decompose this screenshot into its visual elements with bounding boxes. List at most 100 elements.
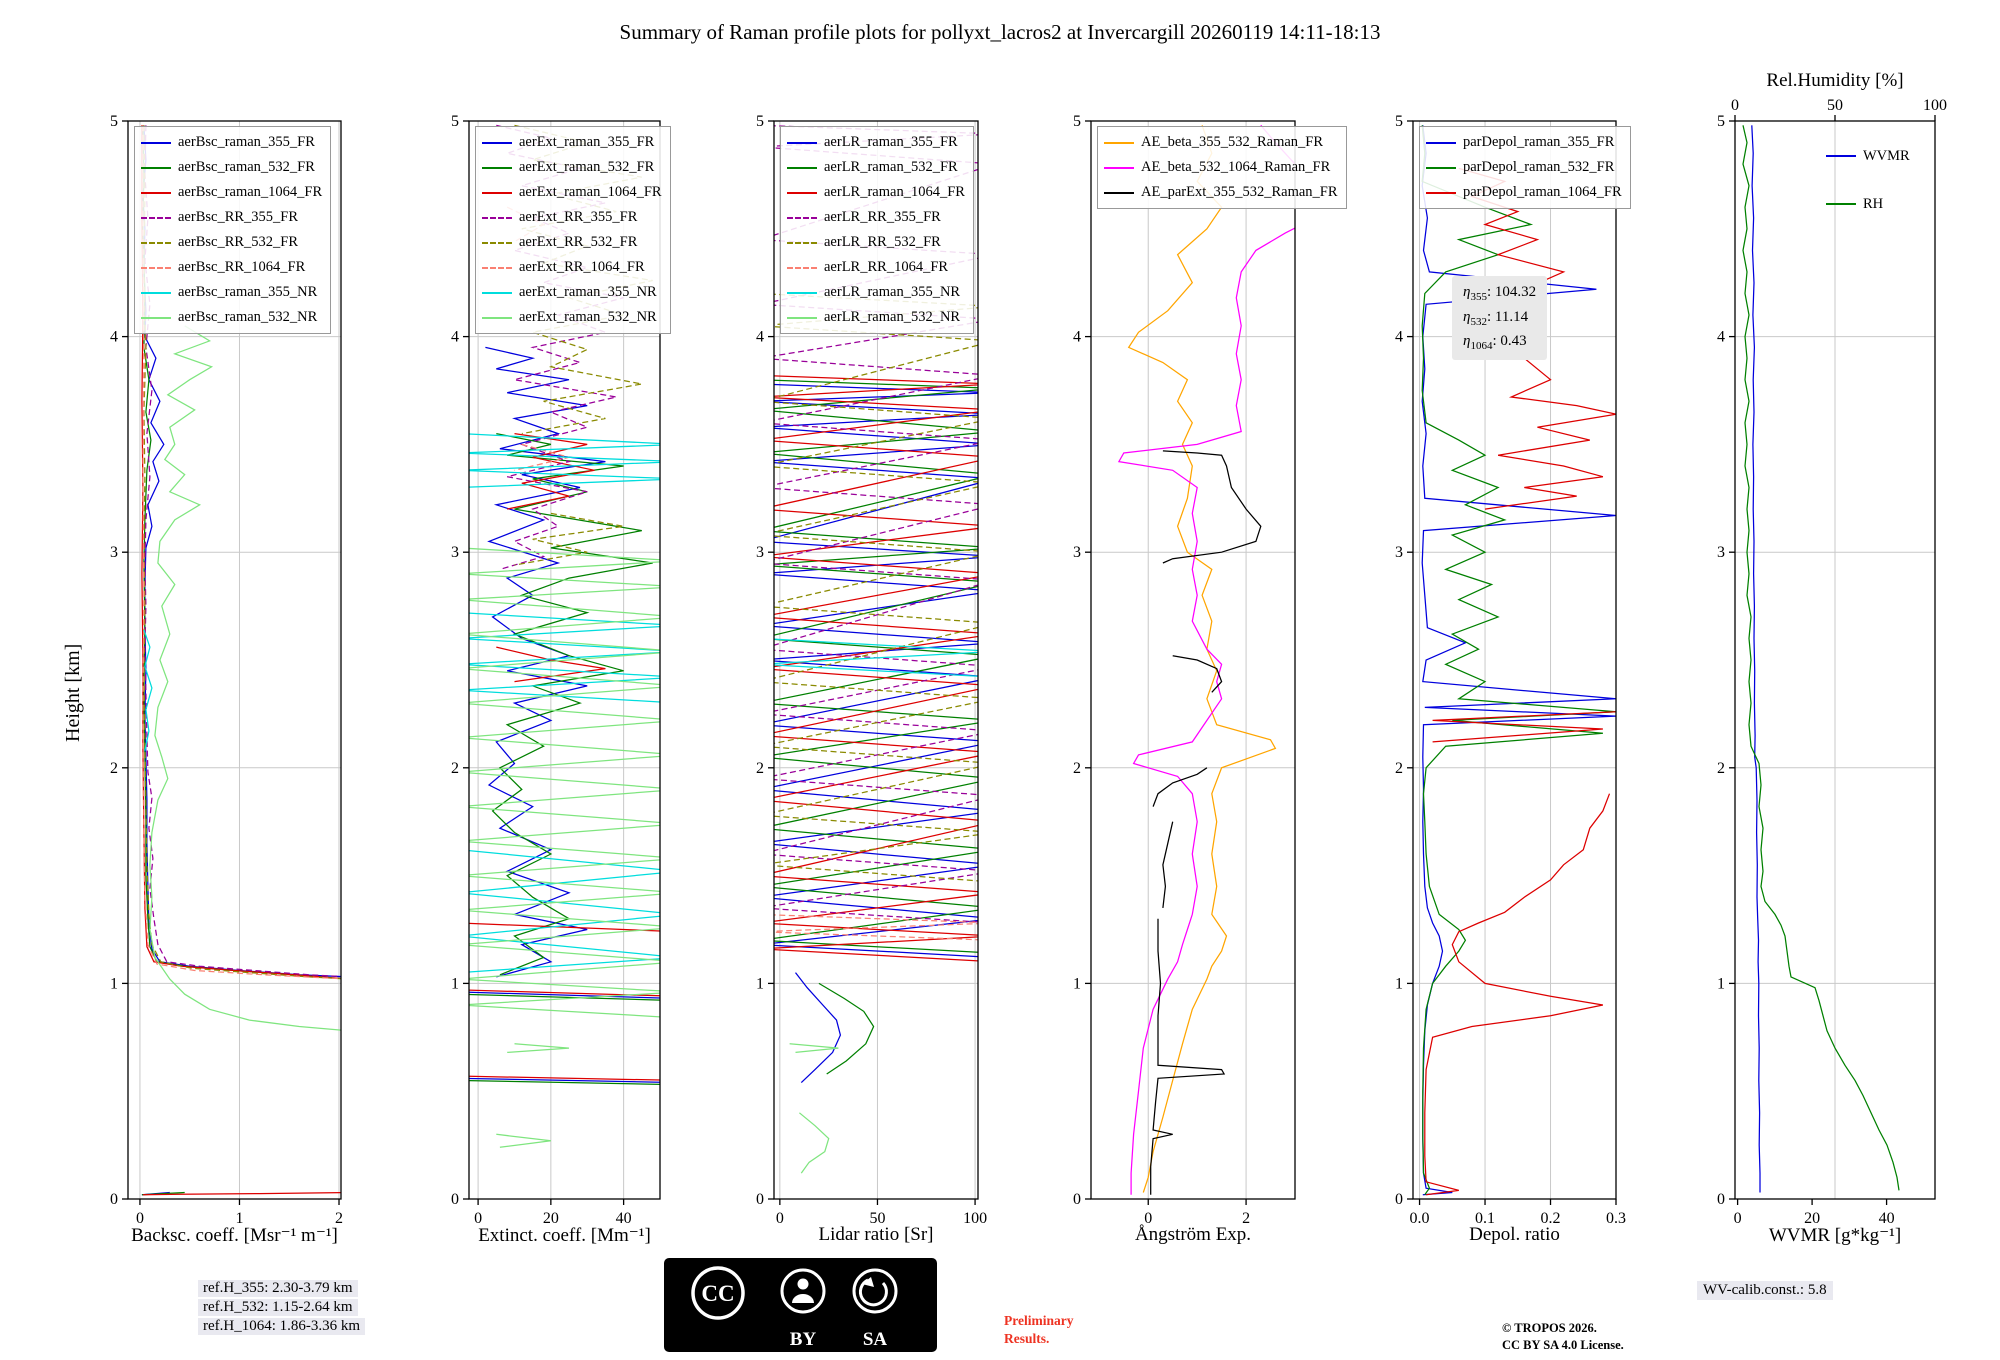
preliminary-line-2: Results. (1004, 1330, 1050, 1346)
svg-text:1: 1 (235, 1210, 243, 1227)
legend-label: aerBsc_raman_532_FR (178, 159, 315, 175)
series-aerExt_raman_532_FR (469, 432, 660, 1085)
legend-line-sample (787, 316, 817, 319)
legend-label: aerLR_RR_1064_FR (824, 259, 949, 275)
eta-value: : 0.43 (1492, 333, 1527, 349)
svg-text:3: 3 (1073, 544, 1081, 561)
legend-item: aerBsc_raman_532_NR (141, 305, 322, 330)
svg-text:0: 0 (1144, 1210, 1152, 1227)
legend-label: aerBsc_RR_532_FR (178, 234, 299, 250)
legend-item: AE_beta_355_532_Raman_FR (1104, 130, 1338, 155)
series-aerBsc_raman_355_NR (143, 629, 153, 751)
svg-text:0: 0 (756, 1191, 764, 1208)
legend-item: aerExt_raman_1064_FR (482, 180, 662, 205)
legend-label: aerExt_RR_532_FR (519, 234, 638, 250)
legend-line-sample (141, 266, 171, 269)
svg-text:5: 5 (1073, 113, 1081, 130)
copyright-line-2: CC BY SA 4.0 License. (1502, 1337, 1624, 1352)
legend-line-sample (141, 241, 171, 244)
y-axis-label: Height [km] (62, 643, 84, 742)
panel-depolarization: 0.0 0.1 0.2 0.3 0 1 2 3 4 5 parDepol_raman_355_FR… (1395, 113, 1631, 1245)
legend-item: aerBsc_RR_355_FR (141, 205, 322, 230)
panel-lidar-ratio: 0 50 100 0 1 2 3 4 5 aerLR_raman_355_FR aerLR_ram… (756, 113, 987, 1245)
angstrom-plot: 0 2 0 1 2 3 4 5 (1073, 113, 1296, 1227)
legend-item: aerExt_RR_532_FR (482, 230, 662, 255)
legend-line-sample (141, 291, 171, 294)
series-aerLR_RR_1064_FR (774, 914, 978, 941)
svg-text:4: 4 (451, 329, 459, 346)
panel-extinction: 0 20 40 0 1 2 3 4 5 aerExt_raman_355_FR aerExt_ra… (451, 113, 671, 1246)
legend-label: aerExt_raman_355_FR (519, 134, 655, 150)
legend-label: aerLR_raman_532_FR (824, 159, 958, 175)
svg-text:0: 0 (776, 1210, 784, 1227)
legend-item: WVMR (1826, 132, 1910, 180)
depolarization-plot: 0.0 0.1 0.2 0.3 0 1 2 3 4 5 (1395, 113, 1626, 1227)
x-axis-label-extinction: Extinct. coeff. [Mm⁻¹] (478, 1225, 651, 1246)
legend-backscatter: aerBsc_raman_355_FR aerBsc_raman_532_FR ae… (134, 126, 332, 334)
svg-text:1: 1 (756, 975, 764, 992)
legend-line-sample (787, 291, 817, 294)
extinction-plot: 0 20 40 0 1 2 3 4 5 (451, 113, 661, 1227)
legend-label: aerLR_RR_532_FR (824, 234, 941, 250)
legend-label: aerBsc_raman_532_NR (178, 309, 318, 325)
svg-text:5: 5 (1717, 113, 1725, 130)
series-aerLR_raman_355_NR (774, 638, 978, 677)
legend-item: AE_parExt_355_532_Raman_FR (1104, 180, 1338, 205)
series-aerBsc_raman_1064_FR (141, 125, 341, 1196)
legend-line-sample (482, 291, 512, 294)
share-alike-icon (852, 1268, 898, 1314)
legend-label: aerExt_RR_355_FR (519, 209, 638, 225)
series-RH (1742, 125, 1900, 1191)
share-alike-arrowhead (862, 1277, 874, 1287)
legend-line-sample (1826, 203, 1856, 205)
person-head (797, 1278, 809, 1290)
legend-item: aerLR_raman_532_NR (787, 305, 965, 330)
legend-label: aerLR_raman_532_NR (824, 309, 961, 325)
preliminary-results-note: Preliminary Results. (1004, 1312, 1073, 1347)
legend-line-sample (482, 216, 512, 219)
series-aerExt_raman_355_FR (469, 346, 660, 1083)
series-WVMR (1751, 125, 1761, 1193)
legend-item: aerBsc_RR_532_FR (141, 230, 322, 255)
legend-line-sample (1826, 155, 1856, 157)
legend-label: AE_beta_532_1064_Raman_FR (1141, 159, 1331, 175)
series-aerExt_raman_355_NR (469, 433, 660, 973)
svg-text:0: 0 (1734, 1210, 1742, 1227)
svg-text:1: 1 (110, 975, 118, 992)
legend-line-sample (1426, 191, 1456, 194)
copyright-line-1: © TROPOS 2026. (1502, 1321, 1597, 1335)
series-aerLR_raman_355_FR (774, 383, 978, 1084)
svg-text:1: 1 (1073, 975, 1081, 992)
svg-text:2: 2 (756, 760, 764, 777)
svg-text:0.2: 0.2 (1541, 1210, 1561, 1227)
legend-label: aerExt_raman_532_FR (519, 159, 655, 175)
ref-height-532: ref.H_532: 1.15-2.64 km (198, 1299, 358, 1316)
reference-heights-note: ref.H_355: 2.30-3.79 km ref.H_532: 1.15-… (198, 1280, 366, 1337)
svg-text:1: 1 (451, 975, 459, 992)
ref-height-355: ref.H_355: 2.30-3.79 km (198, 1280, 358, 1297)
legend-label: WVMR (1863, 147, 1910, 164)
svg-text:0.0: 0.0 (1410, 1210, 1430, 1227)
legend-line-sample (1426, 166, 1456, 169)
legend-line-sample (141, 216, 171, 219)
svg-text:2: 2 (1073, 760, 1081, 777)
legend-line-sample (141, 191, 171, 194)
svg-text:2: 2 (335, 1210, 343, 1227)
by-label: BY (790, 1329, 817, 1350)
svg-text:20: 20 (1804, 1210, 1820, 1227)
svg-text:50: 50 (869, 1210, 885, 1227)
svg-text:3: 3 (110, 544, 118, 561)
legend-label: aerBsc_RR_1064_FR (178, 259, 306, 275)
legend-line-sample (787, 191, 817, 194)
legend-line-sample (482, 166, 512, 169)
wv-calibration-note: WV-calib.const.: 5.8 (1697, 1281, 1833, 1300)
legend-item: RH (1826, 180, 1910, 228)
legend-angstrom: AE_beta_355_532_Raman_FR AE_beta_532_1064… (1097, 126, 1347, 209)
preliminary-line-1: Preliminary (1004, 1313, 1074, 1328)
eta-1064: η1064: 0.43 (1463, 330, 1536, 355)
svg-text:3: 3 (1717, 544, 1725, 561)
svg-text:4: 4 (756, 329, 764, 346)
